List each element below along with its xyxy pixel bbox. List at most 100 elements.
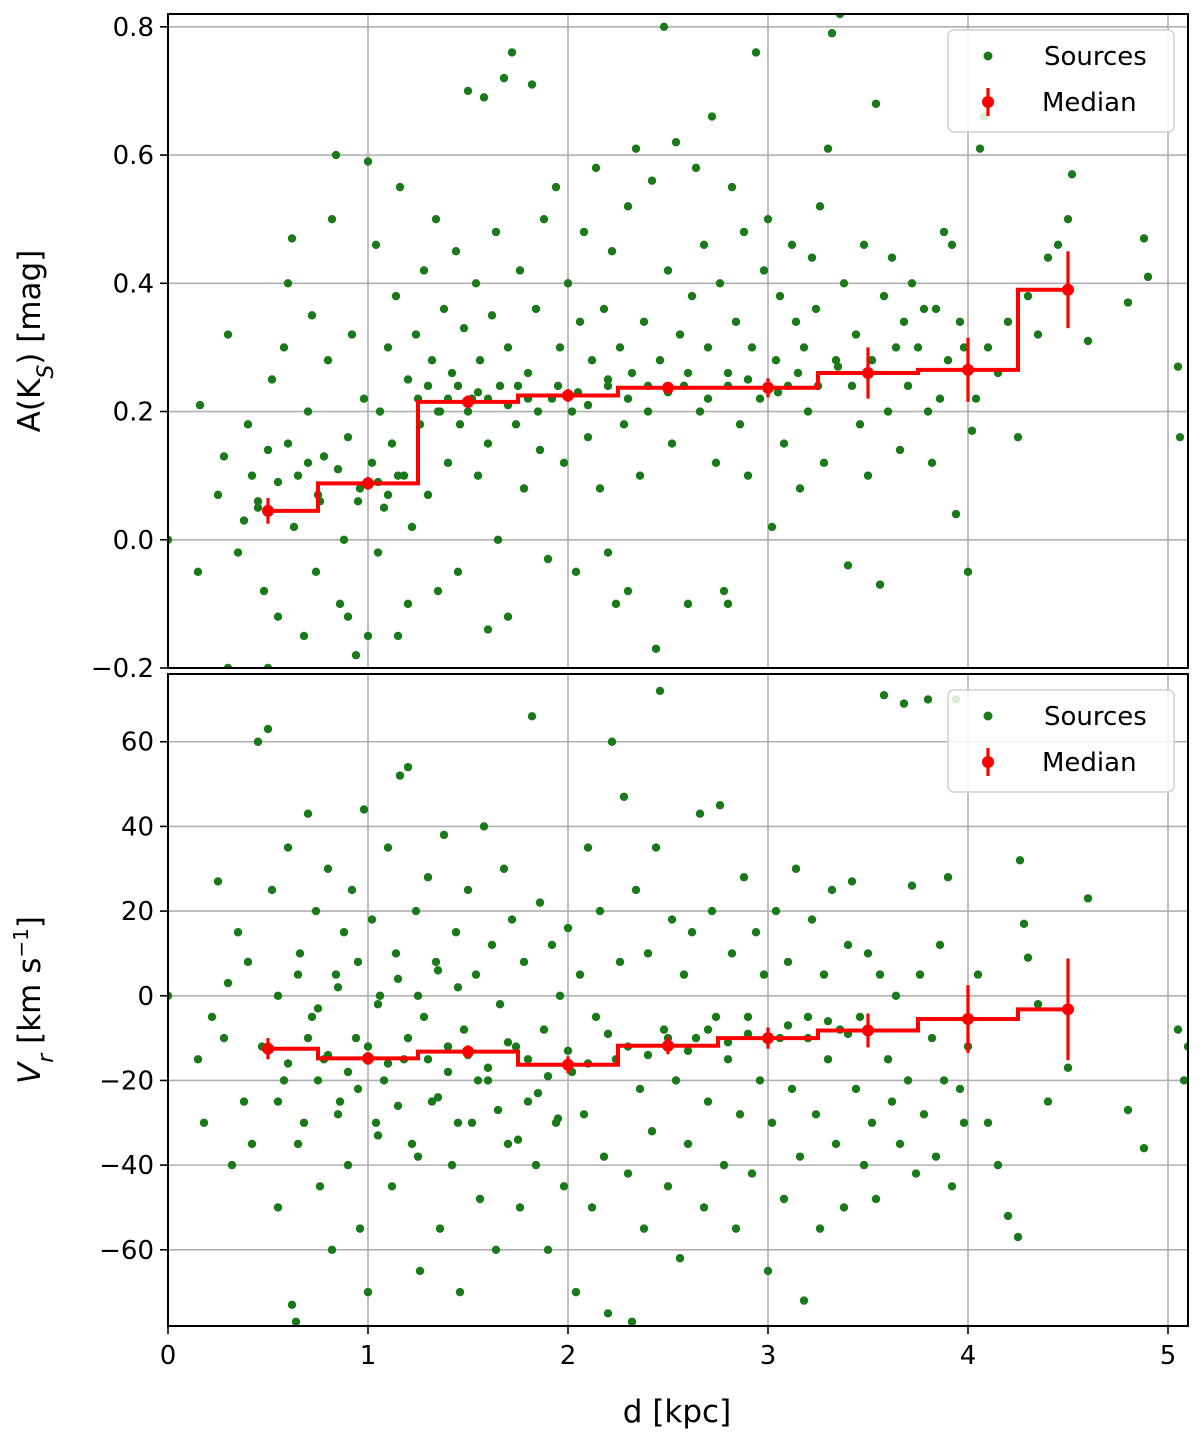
data-point: [263, 445, 273, 455]
data-point: [447, 368, 457, 378]
data-point: [983, 343, 993, 352]
data-point: [1123, 1105, 1133, 1115]
data-point: [379, 503, 389, 512]
data-point: [667, 439, 677, 448]
data-point: [603, 381, 613, 391]
data-point: [699, 1203, 709, 1212]
data-point: [663, 1182, 673, 1191]
data-point: [583, 432, 593, 442]
data-point: [355, 484, 365, 493]
data-point: [243, 420, 253, 429]
data-point: [293, 471, 303, 480]
data-point: [939, 1076, 949, 1085]
data-point: [283, 1059, 293, 1068]
data-point: [395, 182, 405, 192]
data-point: [223, 330, 233, 339]
data-point: [433, 1093, 443, 1102]
data-point: [273, 1097, 283, 1106]
data-point: [775, 291, 785, 301]
legend-box: [947, 29, 1175, 133]
data-point: [193, 1055, 203, 1064]
data-point: [623, 202, 633, 211]
data-point: [799, 343, 809, 352]
data-point: [835, 14, 845, 19]
data-point: [639, 1224, 649, 1233]
data-point: [875, 580, 885, 589]
data-point: [493, 1105, 503, 1115]
median-point: [562, 389, 574, 402]
data-point: [839, 1203, 849, 1212]
data-point: [867, 1118, 877, 1127]
data-point: [607, 247, 617, 256]
data-point: [475, 1194, 485, 1204]
data-point: [715, 801, 725, 810]
data-point: [459, 323, 469, 333]
data-point: [443, 458, 453, 468]
median-point: [462, 1045, 474, 1058]
data-point: [707, 112, 717, 121]
data-point: [219, 452, 229, 461]
data-point: [931, 1152, 941, 1161]
data-point: [973, 970, 983, 979]
data-point: [455, 420, 465, 429]
data-point: [735, 1110, 745, 1119]
data-point: [711, 458, 721, 468]
data-point: [823, 144, 833, 153]
data-point: [595, 906, 605, 916]
data-point: [347, 885, 357, 895]
median-point: [362, 477, 374, 490]
data-point: [571, 1287, 581, 1297]
x-tick-label: 5: [1160, 1341, 1177, 1371]
data-point: [253, 737, 263, 746]
data-point: [543, 554, 553, 564]
data-point: [411, 330, 421, 339]
data-point: [655, 356, 665, 365]
data-point: [195, 400, 205, 410]
data-point: [303, 1033, 313, 1043]
legend-marker-median: [982, 756, 994, 768]
data-point: [1003, 1211, 1013, 1221]
data-point: [393, 631, 403, 641]
data-point: [513, 381, 523, 391]
data-point: [799, 1296, 809, 1305]
data-point: [755, 394, 765, 403]
data-point: [619, 420, 629, 429]
median-point: [662, 381, 674, 394]
data-point: [387, 439, 397, 448]
data-point: [695, 809, 705, 818]
data-point: [927, 1033, 937, 1043]
data-point: [423, 873, 433, 882]
data-point: [983, 1118, 993, 1127]
data-point: [399, 471, 409, 480]
data-point: [651, 644, 661, 653]
data-point: [483, 1076, 493, 1085]
data-point: [771, 906, 781, 916]
data-point: [287, 1300, 297, 1310]
data-point: [731, 1224, 741, 1233]
data-point: [711, 1012, 721, 1022]
data-point: [519, 957, 529, 967]
x-tick-label: 3: [760, 1341, 777, 1371]
data-point: [927, 458, 937, 468]
data-point: [267, 375, 277, 384]
data-point: [311, 567, 321, 577]
data-point: [223, 978, 233, 988]
data-point: [343, 1160, 353, 1170]
data-point: [947, 240, 957, 250]
data-point: [463, 885, 473, 895]
data-point: [213, 877, 223, 886]
data-point: [303, 407, 313, 416]
data-point: [383, 490, 393, 500]
data-point: [623, 586, 633, 596]
data-point: [915, 970, 925, 979]
median-point: [1062, 1003, 1074, 1016]
data-point: [311, 906, 321, 916]
data-point: [427, 1097, 437, 1106]
data-point: [603, 375, 613, 384]
data-point: [523, 1055, 533, 1064]
data-point: [975, 144, 985, 153]
data-point: [773, 388, 783, 397]
data-point: [373, 548, 383, 557]
data-point: [759, 970, 769, 979]
y-tick-label: 60: [121, 728, 154, 758]
